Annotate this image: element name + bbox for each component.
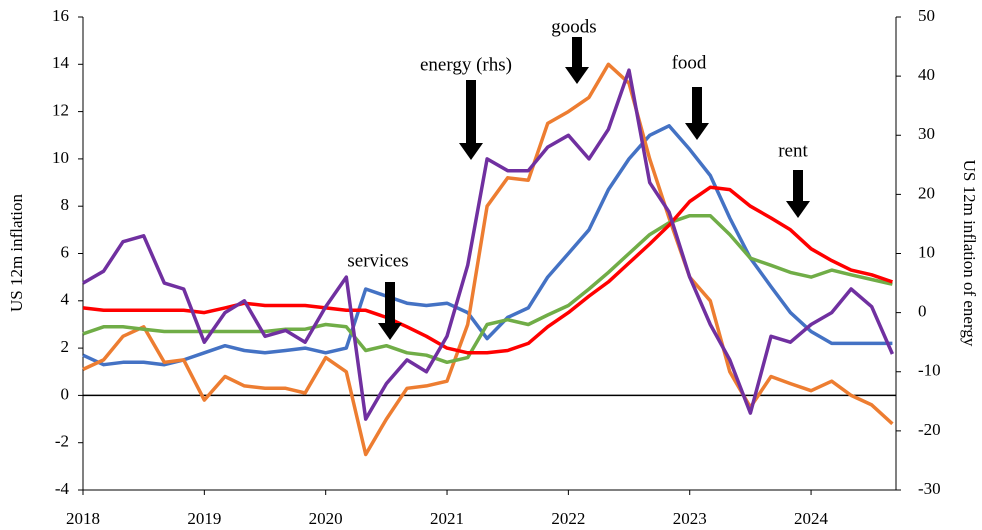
y2-tick-label: -20 bbox=[918, 420, 941, 439]
y-tick-label: 2 bbox=[61, 337, 70, 356]
arrow-shaft bbox=[385, 282, 395, 324]
y-axis-label: US 12m inflation bbox=[7, 193, 26, 312]
y-tick-label: 6 bbox=[61, 242, 70, 261]
annotation: rent bbox=[778, 140, 808, 161]
y2-tick-label: 30 bbox=[918, 124, 935, 143]
series-line bbox=[82, 62, 894, 457]
arrow-head bbox=[786, 201, 810, 218]
y2-tick-label: 40 bbox=[918, 65, 935, 84]
y2-tick-label: 50 bbox=[918, 6, 935, 25]
y-tick-label: 4 bbox=[61, 290, 70, 309]
annotation: services bbox=[347, 250, 408, 271]
y-tick-label: 10 bbox=[52, 148, 69, 167]
series-line bbox=[82, 185, 893, 355]
annotation: food bbox=[672, 52, 707, 73]
arrow-shaft bbox=[793, 170, 803, 202]
y2-tick-label: -10 bbox=[918, 361, 941, 380]
y-tick-label: 14 bbox=[52, 53, 70, 72]
x-tick-label: 2022 bbox=[551, 509, 585, 528]
series-line bbox=[82, 213, 893, 365]
y-tick-label: -4 bbox=[55, 479, 70, 498]
x-tick-label: 2018 bbox=[66, 509, 100, 528]
y2-tick-label: 10 bbox=[918, 242, 935, 261]
annotation: energy (rhs) bbox=[420, 54, 512, 75]
arrow-head bbox=[565, 67, 589, 84]
x-tick-label: 2019 bbox=[187, 509, 221, 528]
y-tick-label: -2 bbox=[55, 432, 69, 451]
arrow-head bbox=[685, 123, 709, 140]
y-tick-label: 0 bbox=[61, 384, 70, 403]
y-tick-label: 16 bbox=[52, 6, 69, 25]
x-tick-label: 2021 bbox=[430, 509, 464, 528]
arrow-shaft bbox=[572, 37, 582, 68]
y2-tick-label: 0 bbox=[918, 302, 927, 321]
x-tick-label: 2023 bbox=[673, 509, 707, 528]
y2-tick-label: -30 bbox=[918, 479, 941, 498]
arrow-shaft bbox=[692, 87, 702, 124]
x-tick-label: 2020 bbox=[309, 509, 343, 528]
arrow-shaft bbox=[466, 80, 476, 144]
y-tick-label: 8 bbox=[61, 195, 70, 214]
y2-axis-label: US 12m inflation of energy bbox=[960, 160, 979, 347]
series-line bbox=[82, 68, 895, 421]
series-line bbox=[82, 124, 893, 367]
x-tick-label: 2024 bbox=[794, 509, 829, 528]
arrow-head bbox=[459, 143, 483, 160]
arrow-head bbox=[378, 323, 402, 340]
y-tick-label: 12 bbox=[52, 101, 69, 120]
annotation: goods bbox=[551, 16, 596, 37]
y2-tick-label: 20 bbox=[918, 183, 935, 202]
